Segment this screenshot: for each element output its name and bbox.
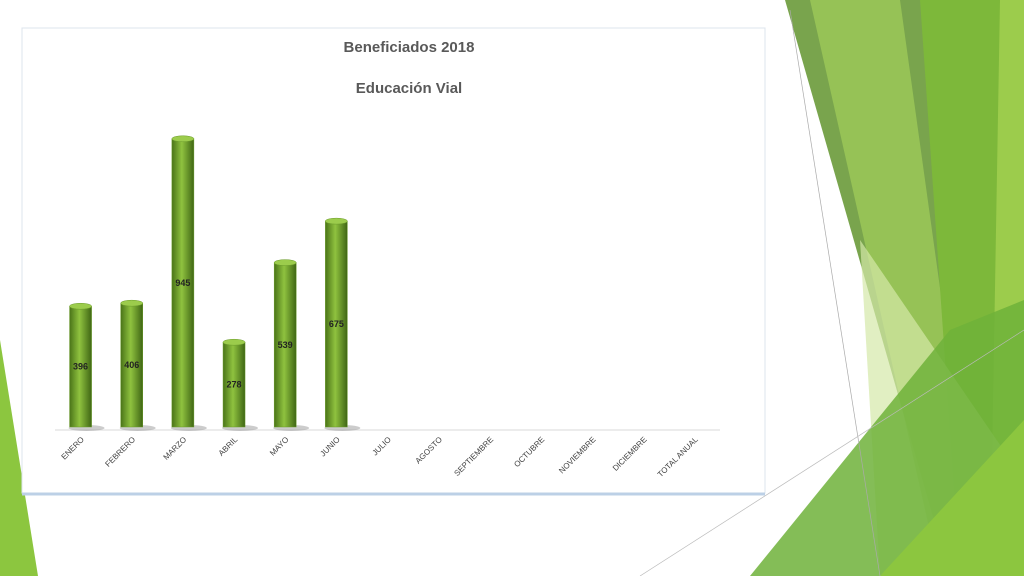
bar-cap — [120, 299, 143, 307]
value-label: 539 — [278, 340, 293, 350]
value-label: 396 — [73, 362, 88, 372]
chart-subtitle: Educación Vial — [356, 80, 462, 97]
value-label: 406 — [124, 360, 139, 370]
value-label: 278 — [227, 380, 242, 390]
chart-title: Beneficiados 2018 — [344, 39, 475, 56]
value-label: 675 — [329, 319, 344, 329]
bar-cap — [222, 338, 246, 346]
bar-cap — [273, 259, 297, 266]
bar-cap — [325, 217, 348, 225]
chart-area — [21, 27, 766, 494]
value-label: 945 — [175, 278, 190, 288]
bar-cap — [69, 302, 92, 310]
bar-cap — [171, 135, 195, 143]
